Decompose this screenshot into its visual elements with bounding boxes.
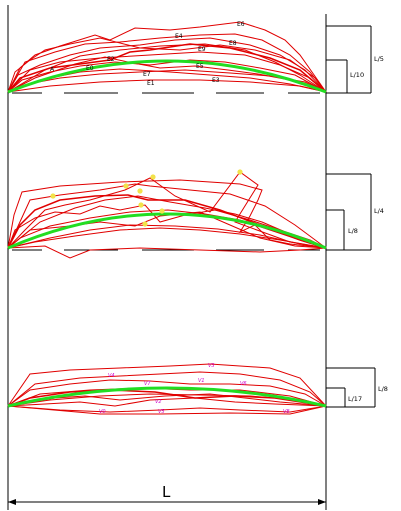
dim-label-l10: L/10 — [350, 71, 364, 79]
panel-1: E6 E4 E8 E9 E2 E5 E7 E3 E1 E0 A L/5 L/10 — [7, 21, 384, 94]
label-e5: E5 — [196, 63, 204, 70]
label-e9: E9 — [198, 46, 206, 53]
label-a: A — [50, 66, 55, 73]
panel-2: L/4 L/8 — [7, 169, 384, 259]
panel-3: V3 V4 V7 V1 V6 V2 V5 V8 V0 L/8 L/17 — [7, 363, 388, 415]
panel-2-markers — [50, 169, 243, 227]
marker-dot — [150, 174, 156, 180]
panel-2-curves — [7, 171, 327, 259]
panel-1-curves — [7, 21, 327, 93]
span-label: L — [162, 483, 171, 501]
marker-dot — [159, 208, 165, 214]
marker-dot — [138, 202, 144, 208]
dim-label-l5: L/5 — [374, 55, 384, 63]
label-e1: E1 — [147, 80, 155, 87]
label-v6: V6 — [240, 381, 247, 387]
arrow-left-icon — [8, 499, 16, 505]
dim-label-l8-panel3: L/8 — [378, 385, 388, 393]
dim-label-l8: L/8 — [348, 227, 358, 235]
marker-dot — [237, 169, 243, 175]
panel-2-reference-arc — [7, 212, 327, 250]
label-e3: E3 — [212, 77, 220, 84]
span-dimension: L — [8, 483, 326, 505]
label-e6: E6 — [237, 21, 245, 28]
label-v7: V7 — [144, 381, 151, 387]
dim-label-l4: L/4 — [374, 207, 384, 215]
label-v5: V5 — [158, 409, 165, 415]
label-v3: V3 — [208, 363, 215, 369]
label-e2: E2 — [107, 56, 115, 63]
panel-2-dimension — [326, 173, 372, 251]
label-v1: V1 — [198, 378, 205, 384]
panel-3-reference-arc — [7, 386, 327, 408]
panel-1-point-labels: E6 E4 E8 E9 E2 E5 E7 E3 E1 E0 A — [50, 21, 245, 87]
panel-3-point-labels: V3 V4 V7 V1 V6 V2 V5 V8 V0 — [99, 363, 290, 415]
panel-1-reference-arc — [7, 59, 327, 94]
panel-3-curves — [7, 363, 327, 415]
panel-3-dimension — [326, 367, 376, 408]
marker-dot — [50, 193, 56, 199]
marker-dot — [137, 188, 143, 194]
label-v0: V0 — [99, 409, 106, 415]
arrow-right-icon — [318, 499, 326, 505]
label-e8: E8 — [229, 40, 237, 47]
marker-dot — [142, 221, 148, 227]
dim-label-l17: L/17 — [348, 395, 362, 403]
label-e7: E7 — [143, 71, 151, 78]
label-v2: V2 — [155, 399, 162, 405]
label-e4: E4 — [175, 33, 183, 40]
label-v8: V8 — [283, 409, 290, 415]
panel-1-dimension — [326, 25, 372, 94]
label-v4: V4 — [108, 373, 115, 379]
label-e0: E0 — [86, 65, 94, 72]
marker-dot — [123, 183, 129, 189]
